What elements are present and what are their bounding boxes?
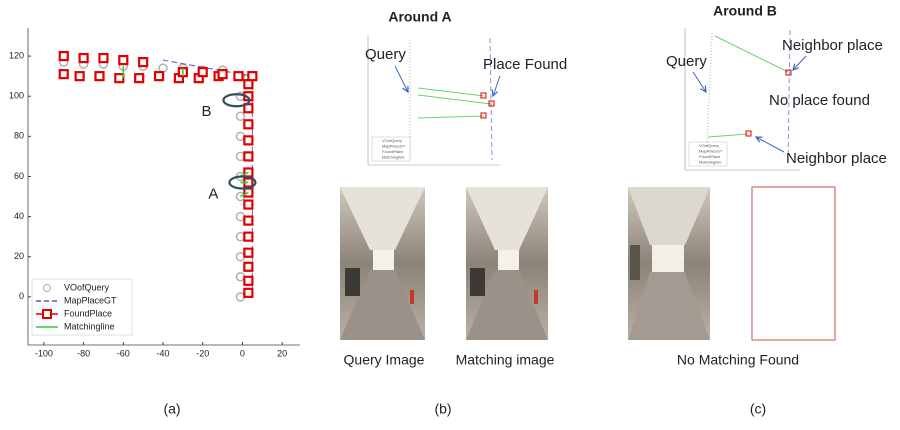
point	[114, 73, 125, 84]
point	[158, 63, 168, 73]
annotation: Neighbor place	[782, 37, 883, 54]
point	[235, 111, 246, 122]
point	[243, 103, 254, 114]
legend-label: VOofQuery	[64, 282, 110, 292]
highlight-ellipse	[222, 93, 251, 108]
point	[58, 50, 69, 62]
legend-label: Matchingline	[64, 321, 115, 331]
point	[235, 231, 246, 242]
annotation: Query	[666, 53, 707, 70]
inset-legend: Matchingline	[699, 160, 722, 165]
annotation: Place Found	[483, 56, 567, 73]
point	[98, 52, 109, 64]
panel-title: Around B	[713, 3, 777, 19]
annotation: No place found	[769, 92, 870, 109]
point	[94, 71, 105, 82]
point	[243, 261, 254, 272]
y-tick-label: 60	[14, 171, 24, 181]
annotation: B	[201, 103, 211, 120]
point	[243, 247, 254, 258]
point	[153, 71, 165, 82]
point	[134, 73, 145, 84]
caption: Query Image	[344, 352, 425, 368]
inset-legend: MapPlaceGT	[382, 144, 406, 149]
caption: No Matching Found	[677, 352, 799, 368]
point	[58, 69, 69, 80]
x-tick-label: -80	[77, 348, 90, 358]
empty-match	[751, 186, 836, 341]
point	[235, 251, 246, 262]
point	[233, 71, 244, 82]
inset-legend: FoundPlace	[382, 149, 404, 154]
caption: Matching image	[456, 352, 555, 368]
legend-box	[31, 278, 133, 336]
point	[235, 151, 246, 162]
y-tick-label: 20	[14, 251, 24, 261]
inset-legend: VOofQuery	[699, 143, 719, 148]
point	[235, 211, 246, 222]
point	[197, 67, 208, 78]
x-tick-label: -60	[117, 348, 130, 358]
y-tick-label: 80	[14, 131, 24, 141]
point	[235, 131, 246, 142]
query-photo	[340, 187, 425, 340]
inset-legend: FoundPlace	[699, 154, 721, 159]
x-tick-label: 0	[240, 348, 245, 358]
x-tick-label: -20	[196, 348, 209, 358]
matching-photo	[466, 187, 548, 340]
point	[243, 199, 254, 210]
series-line	[162, 59, 253, 297]
point	[217, 69, 228, 80]
panel-label: (b)	[434, 401, 451, 417]
point	[235, 272, 246, 282]
point	[138, 57, 149, 68]
panel-title: Around A	[388, 9, 451, 25]
x-tick-label: -40	[156, 348, 169, 358]
annotation: Neighbor place	[786, 150, 887, 167]
point	[118, 55, 129, 66]
point	[78, 52, 89, 64]
point	[243, 119, 254, 130]
point	[243, 275, 254, 286]
panel-b: Around A VOofQuery MapPlaceGT FoundPlace…	[340, 9, 567, 368]
legend-label: MapPlaceGT	[64, 295, 117, 305]
panel-a: -100 -80 -60 -40 -20 0 20 0 20 40 60 80 100 120 A B VOof…	[9, 28, 300, 358]
panel-label: (a)	[163, 401, 180, 417]
annotation: Query	[365, 46, 406, 63]
annotation: A	[208, 185, 218, 202]
point	[74, 71, 85, 82]
point	[243, 151, 254, 162]
point	[235, 292, 246, 302]
query-photo	[628, 187, 710, 340]
panel-c: Around B VOofQuery MapPlaceGT FoundPlace…	[628, 3, 887, 368]
inset-legend: MapPlaceGT	[699, 149, 723, 154]
y-tick-label: 0	[19, 291, 24, 301]
inset-legend: Matchingline	[382, 155, 405, 160]
point	[243, 231, 254, 242]
y-tick-label: 40	[14, 211, 24, 221]
point	[243, 135, 254, 146]
y-tick-label: 120	[9, 50, 24, 60]
highlight-ellipse	[228, 175, 257, 190]
x-tick-label: 20	[277, 348, 287, 358]
inset-plot: VOofQuery MapPlaceGT FoundPlace Matching…	[367, 35, 500, 166]
y-tick-label: 100	[9, 91, 24, 101]
series-line	[122, 66, 249, 198]
x-tick-label: -100	[35, 348, 53, 358]
inset-plot: VOofQuery MapPlaceGT FoundPlace Matching…	[684, 28, 800, 171]
legend-swatch	[43, 284, 51, 292]
panel-label: (c)	[750, 401, 766, 417]
point	[243, 215, 254, 226]
inset-legend: VOofQuery	[382, 138, 402, 143]
legend-swatch	[42, 309, 52, 319]
point	[243, 287, 254, 298]
point	[247, 71, 258, 82]
point	[243, 79, 254, 90]
legend-label: FoundPlace	[64, 308, 112, 318]
